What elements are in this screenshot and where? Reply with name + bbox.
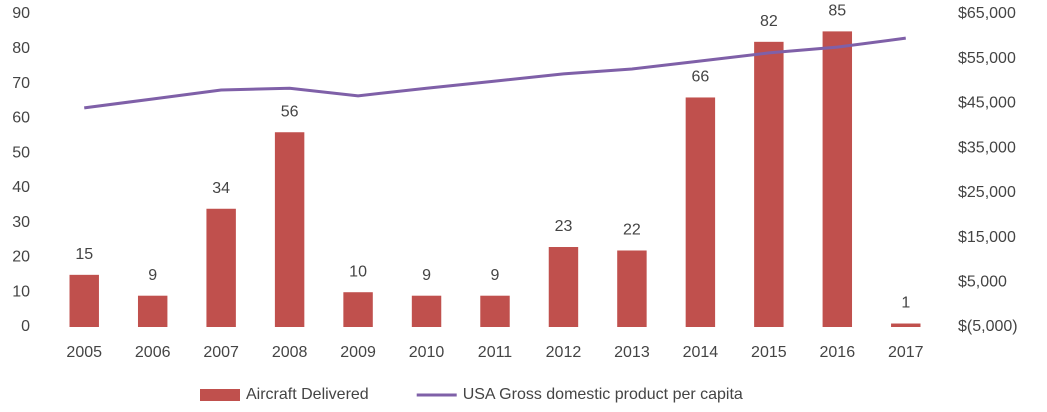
bar: [274, 132, 305, 327]
bar: [754, 41, 784, 327]
y-tick-label: 60: [12, 110, 30, 127]
x-tick-label: 2008: [272, 344, 308, 361]
y-tick-label: 40: [12, 179, 30, 196]
y2-tick-label: $45,000: [958, 95, 1016, 112]
legend-label: Aircraft Delivered: [246, 386, 369, 403]
x-tick-label: 2010: [409, 344, 445, 361]
bar: [617, 250, 647, 327]
x-tick-label: 2014: [683, 344, 719, 361]
y2-tick-label: $25,000: [958, 184, 1016, 201]
y2-tick-label: $55,000: [958, 50, 1016, 67]
data-label: 1: [901, 295, 910, 312]
bar: [822, 31, 853, 328]
y2-tick-label: $65,000: [958, 5, 1016, 22]
bar: [343, 292, 373, 327]
bar: [69, 274, 99, 327]
y2-tick-label: $15,000: [958, 229, 1016, 246]
y-tick-label: 70: [12, 75, 30, 92]
data-label: 22: [623, 222, 641, 239]
data-label: 34: [212, 180, 230, 197]
x-tick-label: 2005: [66, 344, 102, 361]
data-label: 56: [281, 103, 299, 120]
y-tick-label: 90: [12, 5, 30, 22]
bar: [137, 295, 168, 327]
data-label: 9: [491, 267, 500, 284]
bar: [548, 247, 579, 327]
data-label: 23: [555, 218, 573, 235]
y-tick-label: 80: [12, 40, 30, 57]
x-tick-label: 2011: [478, 344, 513, 361]
legend-label: USA Gross domestic product per capita: [463, 386, 743, 403]
data-label: 85: [828, 3, 846, 20]
x-tick-label: 2015: [751, 344, 787, 361]
y-tick-label: 10: [12, 283, 30, 300]
y-tick-label: 50: [12, 144, 30, 161]
data-label: 10: [349, 263, 367, 280]
line: [84, 36, 906, 110]
bar: [480, 295, 510, 327]
x-tick-label: 2006: [135, 344, 171, 361]
bar: [685, 97, 716, 327]
bar: [206, 208, 236, 327]
x-tick-label: 2007: [203, 344, 239, 361]
data-label: 9: [148, 267, 157, 284]
bar: [891, 323, 921, 327]
x-tick-label: 2012: [546, 344, 582, 361]
x-tick-label: 2013: [614, 344, 650, 361]
x-tick-label: 2016: [820, 344, 856, 361]
y2-tick-label: $5,000: [958, 274, 1007, 291]
y2-tick-label: $(5,000): [958, 318, 1018, 335]
y-tick-label: 30: [12, 214, 30, 231]
x-tick-label: 2009: [340, 344, 376, 361]
bar: [411, 295, 442, 327]
x-tick-label: 2017: [888, 344, 924, 361]
y-tick-label: 20: [12, 249, 30, 266]
data-label: 9: [422, 267, 431, 284]
data-label: 15: [75, 246, 93, 263]
legend-swatch: [200, 389, 240, 401]
data-label: 66: [691, 69, 709, 86]
y-tick-label: 0: [21, 318, 30, 335]
y2-tick-label: $35,000: [958, 139, 1016, 156]
data-label: 82: [760, 13, 778, 30]
